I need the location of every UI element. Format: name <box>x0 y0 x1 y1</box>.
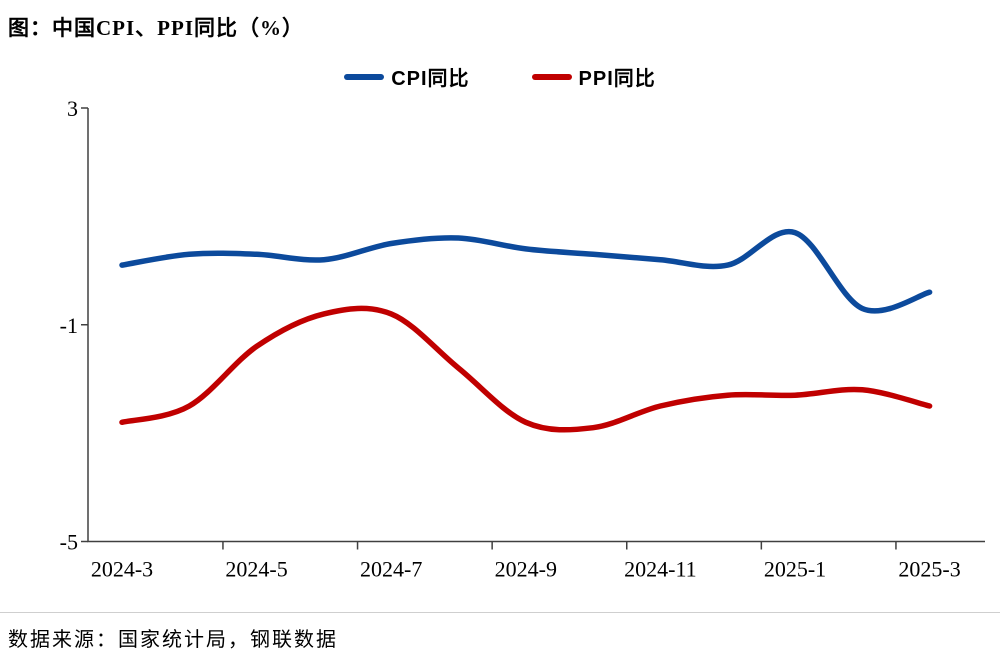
x-tick-label: 2024-3 <box>91 557 153 582</box>
cpi-legend-label: CPI同比 <box>391 68 470 90</box>
cpi-ppi-line-chart: 3 -1 -5 2024-3 2024-5 2024-7 2024-9 2024-11 2025… <box>60 96 985 582</box>
legend: CPI同比 PPI同比 <box>0 62 1000 91</box>
x-tick-label: 2024-9 <box>495 557 557 582</box>
data-source-text: 数据来源：国家统计局，钢联数据 <box>8 629 338 651</box>
y-tick-label: 3 <box>67 96 78 121</box>
ppi-line <box>119 305 933 433</box>
source-footer: 数据来源：国家统计局，钢联数据 <box>0 612 1000 664</box>
legend-item-ppi: PPI同比 <box>531 62 656 91</box>
x-tick-label: 2024-11 <box>624 557 697 582</box>
x-tick-label: 2024-5 <box>225 557 287 582</box>
chart-title: 图：中国CPI、PPI同比（%） <box>8 16 304 40</box>
x-tick-label: 2025-3 <box>898 557 960 582</box>
y-tick-label: -1 <box>60 313 78 338</box>
x-tick-label: 2024-7 <box>360 557 422 582</box>
ppi-legend-label: PPI同比 <box>578 68 656 90</box>
cpi-line-swatch <box>344 73 385 80</box>
ppi-line-swatch <box>531 73 572 80</box>
x-tick-label: 2025-1 <box>764 557 826 582</box>
cpi-line <box>119 228 933 314</box>
axes <box>87 108 985 543</box>
y-tick-label: -5 <box>60 530 78 555</box>
legend-item-cpi: CPI同比 <box>344 62 469 91</box>
